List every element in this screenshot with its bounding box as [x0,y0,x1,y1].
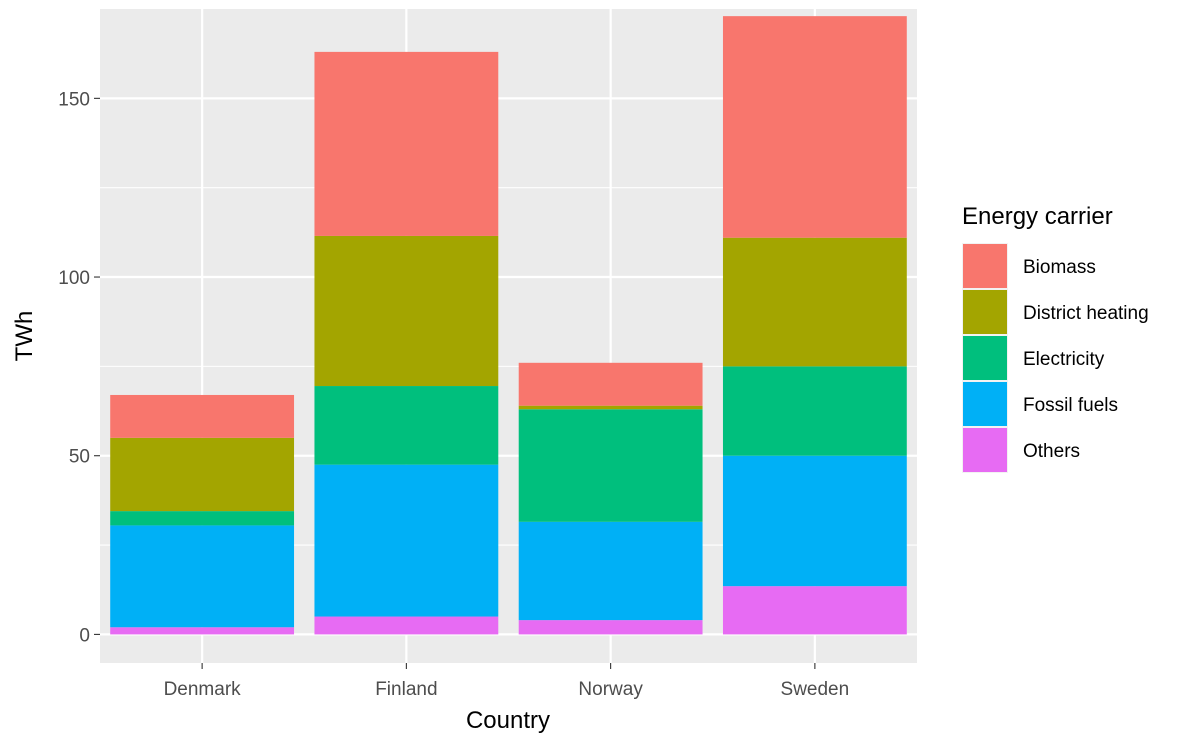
bar-denmark-biomass [110,394,295,438]
y-tick-label: 0 [79,625,90,646]
bar-sweden-others [722,586,907,635]
bar-finland-fossil-fuels [314,464,499,617]
legend-label: District heating [1023,303,1149,324]
bar-denmark-fossil-fuels [110,525,295,628]
x-tick-label: Norway [578,679,643,700]
x-axis-title: Country [466,707,550,734]
bar-norway-fossil-fuels [518,521,703,621]
x-tick-label: Sweden [781,679,850,700]
bar-norway-biomass [518,362,703,406]
legend-key-fossil-fuels [963,382,1007,426]
x-tick-label: Finland [375,679,437,700]
bar-finland-electricity [314,386,499,465]
legend-label: Others [1023,441,1080,462]
bar-finland-district-heating [314,235,499,387]
legend: Energy carrier Biomass District heating El… [962,203,1149,473]
bar-finland-others [314,616,499,635]
x-tick-label: Denmark [164,679,242,700]
legend-key-district-heating [963,290,1007,334]
legend-key-electricity [963,336,1007,380]
bar-denmark-electricity [110,511,295,526]
y-axis: 0 50 100 150 [58,89,100,646]
y-axis-title: TWh [11,311,38,362]
bar-norway-others [518,620,703,635]
legend-title: Energy carrier [962,203,1113,230]
bar-sweden-district-heating [722,237,907,367]
legend-label: Biomass [1023,257,1096,278]
x-axis: Denmark Finland Norway Sweden [164,663,850,700]
y-tick-label: 150 [58,89,90,110]
y-tick-label: 50 [69,447,90,468]
legend-label: Fossil fuels [1023,395,1118,416]
bar-denmark-others [110,627,295,635]
bar-sweden-electricity [722,366,907,456]
bar-denmark-district-heating [110,437,295,512]
y-tick-label: 100 [58,268,90,289]
bar-sweden-fossil-fuels [722,455,907,587]
legend-key-biomass [963,244,1007,288]
bar-norway-electricity [518,409,703,522]
bar-norway-district-heating [518,405,703,410]
legend-label: Electricity [1023,349,1105,370]
bars [110,16,907,635]
bar-sweden-biomass [722,16,907,238]
legend-key-others [963,428,1007,472]
bar-finland-biomass [314,51,499,236]
